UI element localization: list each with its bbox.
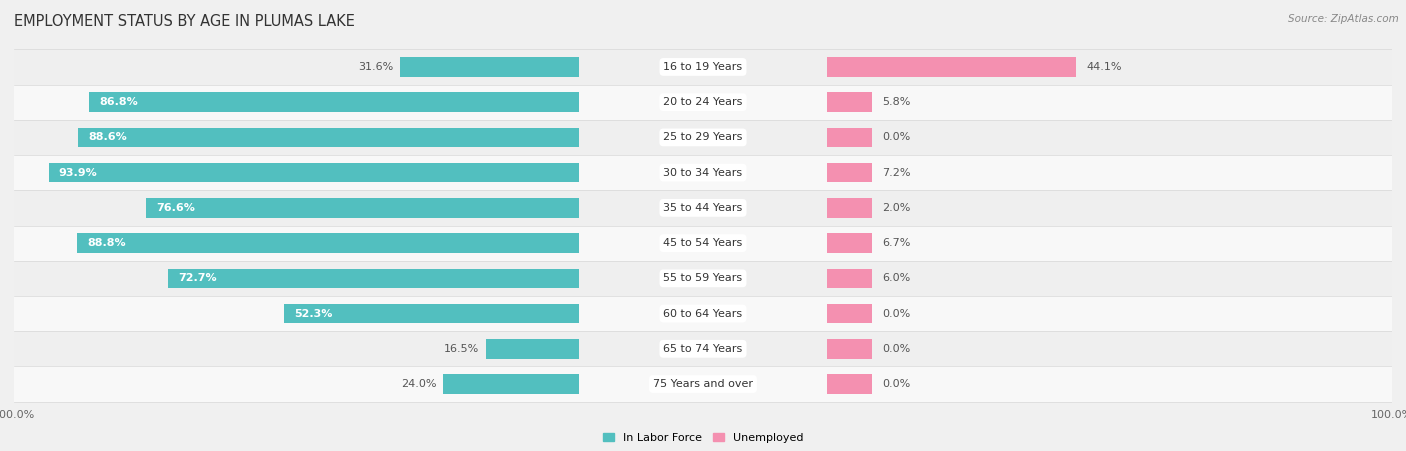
Bar: [146, 198, 579, 217]
Text: 88.6%: 88.6%: [89, 133, 128, 143]
Text: 55 to 59 Years: 55 to 59 Years: [664, 273, 742, 283]
Bar: [89, 92, 579, 112]
Text: 44.1%: 44.1%: [1087, 62, 1122, 72]
Text: 76.6%: 76.6%: [156, 203, 195, 213]
Bar: [827, 339, 872, 359]
Bar: [14, 331, 1392, 367]
Text: 30 to 34 Years: 30 to 34 Years: [664, 168, 742, 178]
Text: 86.8%: 86.8%: [98, 97, 138, 107]
Text: 75 Years and over: 75 Years and over: [652, 379, 754, 389]
Bar: [14, 155, 1392, 190]
Text: 31.6%: 31.6%: [359, 62, 394, 72]
Text: 0.0%: 0.0%: [883, 344, 911, 354]
Text: Source: ZipAtlas.com: Source: ZipAtlas.com: [1288, 14, 1399, 23]
Bar: [827, 304, 872, 323]
Text: 45 to 54 Years: 45 to 54 Years: [664, 238, 742, 248]
Text: 5.8%: 5.8%: [883, 97, 911, 107]
Text: 0.0%: 0.0%: [883, 308, 911, 318]
Text: 16.5%: 16.5%: [444, 344, 479, 354]
Text: 60 to 64 Years: 60 to 64 Years: [664, 308, 742, 318]
Bar: [14, 261, 1392, 296]
Bar: [14, 367, 1392, 402]
Bar: [827, 163, 872, 182]
Bar: [77, 234, 579, 253]
Bar: [827, 269, 872, 288]
Text: 0.0%: 0.0%: [883, 133, 911, 143]
Legend: In Labor Force, Unemployed: In Labor Force, Unemployed: [598, 428, 808, 447]
Text: 6.7%: 6.7%: [883, 238, 911, 248]
Text: 20 to 24 Years: 20 to 24 Years: [664, 97, 742, 107]
Text: 7.2%: 7.2%: [883, 168, 911, 178]
Bar: [14, 226, 1392, 261]
Text: 35 to 44 Years: 35 to 44 Years: [664, 203, 742, 213]
Text: 72.7%: 72.7%: [179, 273, 218, 283]
Bar: [443, 374, 579, 394]
Text: 25 to 29 Years: 25 to 29 Years: [664, 133, 742, 143]
Text: EMPLOYMENT STATUS BY AGE IN PLUMAS LAKE: EMPLOYMENT STATUS BY AGE IN PLUMAS LAKE: [14, 14, 354, 28]
Text: 52.3%: 52.3%: [294, 308, 332, 318]
Bar: [827, 92, 872, 112]
Bar: [14, 49, 1392, 84]
Bar: [486, 339, 579, 359]
Text: 65 to 74 Years: 65 to 74 Years: [664, 344, 742, 354]
Bar: [14, 296, 1392, 331]
Bar: [827, 198, 872, 217]
Bar: [284, 304, 579, 323]
Text: 88.8%: 88.8%: [87, 238, 127, 248]
Bar: [827, 128, 872, 147]
Bar: [401, 57, 579, 77]
Bar: [827, 234, 872, 253]
Text: 6.0%: 6.0%: [883, 273, 911, 283]
Bar: [827, 374, 872, 394]
Bar: [169, 269, 579, 288]
Text: 2.0%: 2.0%: [883, 203, 911, 213]
Bar: [49, 163, 579, 182]
Bar: [14, 190, 1392, 226]
Text: 24.0%: 24.0%: [401, 379, 436, 389]
Bar: [14, 120, 1392, 155]
Text: 0.0%: 0.0%: [883, 379, 911, 389]
Bar: [827, 57, 1076, 77]
Bar: [14, 84, 1392, 120]
Text: 93.9%: 93.9%: [59, 168, 97, 178]
Text: 16 to 19 Years: 16 to 19 Years: [664, 62, 742, 72]
Bar: [79, 128, 579, 147]
